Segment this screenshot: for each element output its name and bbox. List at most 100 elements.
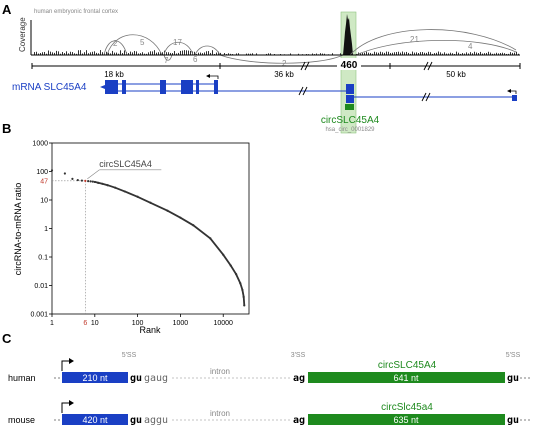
tss-arrowhead	[206, 74, 210, 78]
coverage-bar	[158, 52, 159, 55]
junction-arcs	[103, 29, 517, 64]
coverage-bar	[322, 53, 323, 55]
highlight-rank-label: 6	[83, 320, 87, 327]
coverage-bar	[452, 53, 453, 55]
coverage-peak	[343, 14, 353, 55]
coverage-bar	[138, 53, 139, 55]
junction-count: 21	[410, 35, 419, 44]
coverage-bar	[204, 52, 205, 55]
junction-count: 17	[173, 38, 182, 47]
coverage-bar	[518, 53, 519, 55]
coverage-bar	[406, 51, 407, 55]
coverage-bar	[194, 51, 195, 55]
coverage-bar	[298, 53, 299, 55]
tss-arrow-human	[61, 360, 70, 371]
coverage-bar	[256, 53, 257, 55]
coverage-bar	[332, 53, 333, 55]
panel-a-letter: A	[2, 2, 12, 17]
coverage-bar	[418, 53, 419, 55]
coverage-bar	[492, 53, 493, 55]
coverage-bar	[176, 53, 177, 55]
coverage-bar	[150, 51, 151, 55]
coverage-bar	[148, 52, 149, 55]
coverage-bar	[44, 51, 45, 55]
coverage-bar	[456, 51, 457, 55]
coverage-bar	[496, 52, 497, 55]
coverage-bar	[106, 51, 107, 55]
coverage-bar	[160, 52, 161, 55]
coverage-bar	[50, 51, 51, 55]
tss-arrowhead-right	[507, 89, 511, 93]
coverage-bar	[442, 53, 443, 55]
x-tick-label: 100	[132, 320, 144, 327]
coverage-bar	[508, 53, 509, 55]
coverage-bar	[218, 51, 219, 55]
coverage-bar	[372, 53, 373, 55]
coverage-bar	[386, 51, 387, 55]
coverage-bar	[392, 52, 393, 55]
x-tick-label: 10	[91, 320, 99, 327]
intron-label-mouse: intron	[210, 409, 230, 418]
coverage-bar	[182, 50, 183, 55]
coverage-bar	[458, 52, 459, 55]
coverage-bar	[68, 53, 69, 55]
coverage-bar	[476, 52, 477, 55]
coverage-bar	[58, 51, 59, 55]
coverage-bar	[382, 52, 383, 55]
data-point	[80, 179, 84, 182]
coverage-bar	[466, 52, 467, 55]
circ-exon-human	[308, 372, 505, 383]
coverage-bar	[134, 50, 135, 55]
coverage-bar	[488, 51, 489, 55]
coverage-bar	[80, 50, 81, 55]
coverage-bar	[396, 52, 397, 55]
circ-name-human: circSLC45A4	[378, 360, 437, 371]
coverage-bar	[62, 52, 63, 55]
coverage-bar	[162, 52, 163, 55]
coverage-bar	[490, 52, 491, 55]
coverage-bar	[154, 50, 155, 55]
coverage-bar	[370, 52, 371, 55]
coverage-bar	[320, 53, 321, 55]
y-tick-label: 0.1	[38, 255, 48, 262]
coverage-bar	[268, 53, 269, 55]
coverage-bar	[424, 52, 425, 55]
tissue-label: human embryonic frontal cortex	[34, 9, 118, 15]
species-label-mouse: mouse	[8, 415, 35, 425]
x-tick-label: 1	[50, 320, 54, 327]
coverage-bar	[454, 53, 455, 55]
splice-site-5b-label: 5'SS	[506, 352, 521, 359]
coverage-bar	[152, 51, 153, 55]
coverage-bar	[212, 50, 213, 55]
mrna-exons	[105, 80, 354, 94]
coverage-bar	[312, 53, 313, 55]
peak-count-bg	[337, 58, 361, 70]
coverage-bar	[324, 53, 325, 55]
coverage-bar	[246, 53, 247, 55]
coverage-bar	[462, 53, 463, 55]
coverage-bar	[408, 52, 409, 55]
coverage-bar	[170, 52, 171, 55]
coverage-bar	[266, 53, 267, 55]
circ-label: circSLC45A4	[321, 115, 380, 126]
y-tick-label: 0.001	[30, 312, 48, 319]
coverage-bar	[86, 50, 87, 55]
coverage-bar	[400, 52, 401, 55]
coverage-bar	[136, 51, 137, 55]
junction-count: 4	[468, 42, 473, 51]
coverage-bar	[174, 51, 175, 55]
coverage-bar	[362, 53, 363, 55]
coverage-bar	[70, 51, 71, 55]
coverage-bar	[502, 52, 503, 55]
coverage-bar	[42, 52, 43, 55]
coverage-bar	[66, 51, 67, 55]
coverage-bar	[450, 52, 451, 55]
coverage-bar	[124, 50, 125, 55]
coverage-bar	[478, 53, 479, 55]
coverage-bar	[72, 52, 73, 55]
scale-label-36kb: 36 kb	[274, 70, 294, 79]
coverage-bar	[196, 53, 197, 55]
coverage-bar	[500, 52, 501, 55]
highlight-name-label: circSLC45A4	[99, 159, 152, 169]
